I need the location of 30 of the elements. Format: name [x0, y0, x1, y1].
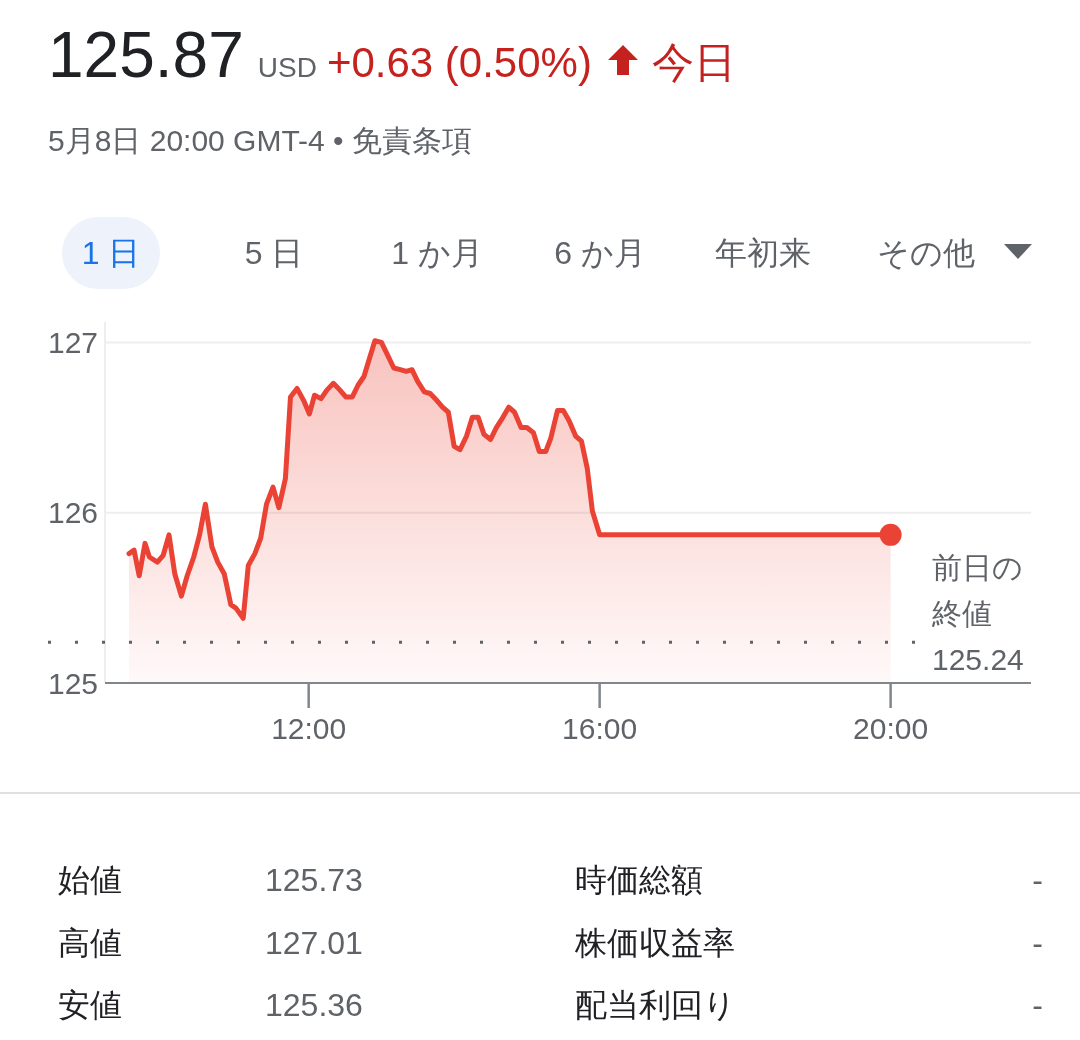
text: 始値: [58, 861, 122, 900]
text: USD: [257, 52, 317, 84]
text: その他: [876, 234, 976, 273]
text: 配当利回り: [575, 986, 736, 1025]
text: 125.36: [265, 986, 363, 1025]
text: -: [1032, 861, 1043, 900]
text: 高値: [58, 923, 122, 963]
text: 6 か月: [553, 234, 647, 273]
text: 1 日: [80, 234, 142, 273]
text: 1 か月: [390, 234, 484, 273]
text: 今日: [651, 38, 736, 88]
y-tick-label: 125: [48, 666, 99, 700]
x-tick-label: 20:00: [853, 711, 929, 745]
text: 年初来: [714, 234, 812, 273]
ref-line-label: 前日の終値 125.24: [932, 550, 1025, 679]
text: +0.63 (0.50%): [326, 39, 592, 87]
y-tick-label: 126: [48, 496, 99, 530]
text: 125.73: [265, 861, 363, 900]
x-tick-label: 16:00: [562, 711, 638, 745]
text: -: [1032, 923, 1043, 963]
y-tick-label: 127: [48, 325, 99, 359]
text: 5 日: [243, 234, 305, 273]
text: 株価収益率: [575, 923, 735, 963]
chart-subtitle: 5月8日 20:00 GMT-4 • 免責条項: [48, 123, 472, 159]
text: 127.01: [265, 923, 363, 963]
text: -: [1032, 986, 1043, 1025]
text: 時価総額: [575, 861, 703, 900]
chart-title: 125.87: [48, 18, 244, 92]
x-tick-label: 12:00: [271, 711, 347, 745]
text: 安値: [58, 986, 122, 1025]
